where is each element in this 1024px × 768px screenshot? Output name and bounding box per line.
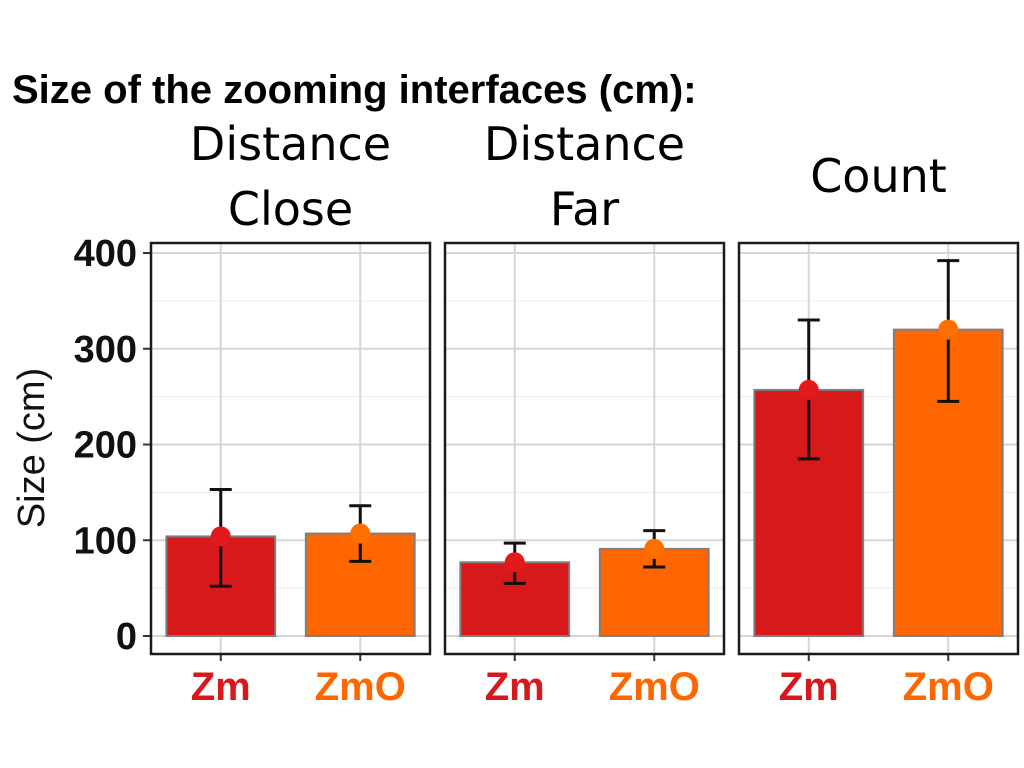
- y-tick-label: 100: [74, 520, 137, 562]
- mean-point: [350, 523, 371, 544]
- x-tick-label: Zm: [485, 665, 545, 709]
- panel-border: [443, 241, 726, 656]
- facet-panel: Count Zm ZmO: [737, 149, 1020, 709]
- chart-title: Size of the zooming interfaces (cm):: [12, 68, 697, 112]
- x-tick-label: ZmO: [609, 665, 700, 709]
- x-tick-label: Zm: [779, 665, 839, 709]
- bar-zmo: [892, 328, 1004, 637]
- facet-panel: Distance Far Zm ZmO: [443, 117, 726, 709]
- y-tick-label: 400: [74, 233, 137, 275]
- mean-point: [504, 552, 525, 573]
- y-tick-label: 300: [74, 329, 137, 371]
- y-axis-ticks: 0 100 200 300 400: [74, 233, 151, 658]
- panel-border: [149, 241, 432, 656]
- mean-point: [644, 538, 665, 559]
- mean-point: [210, 526, 231, 547]
- facet-title-line: Distance: [484, 117, 685, 171]
- facet-title-line: Far: [550, 182, 619, 236]
- y-axis-label: Size (cm): [11, 368, 53, 528]
- y-tick-label: 0: [116, 616, 137, 658]
- panel-border: [737, 241, 1020, 656]
- mean-point: [938, 319, 959, 340]
- facet-title-line: Count: [810, 149, 947, 203]
- facets: Distance Close Zm ZmO Distance Far Zm ZmO Count Z…: [149, 117, 1020, 709]
- x-tick-label: Zm: [191, 665, 251, 709]
- facet-title-line: Close: [228, 182, 353, 236]
- facet-panel: Distance Close Zm ZmO: [149, 117, 432, 709]
- x-tick-label: ZmO: [903, 665, 994, 709]
- x-tick-label: ZmO: [315, 665, 406, 709]
- facet-title-line: Distance: [190, 117, 391, 171]
- mean-point: [798, 379, 819, 400]
- y-tick-label: 200: [74, 425, 137, 467]
